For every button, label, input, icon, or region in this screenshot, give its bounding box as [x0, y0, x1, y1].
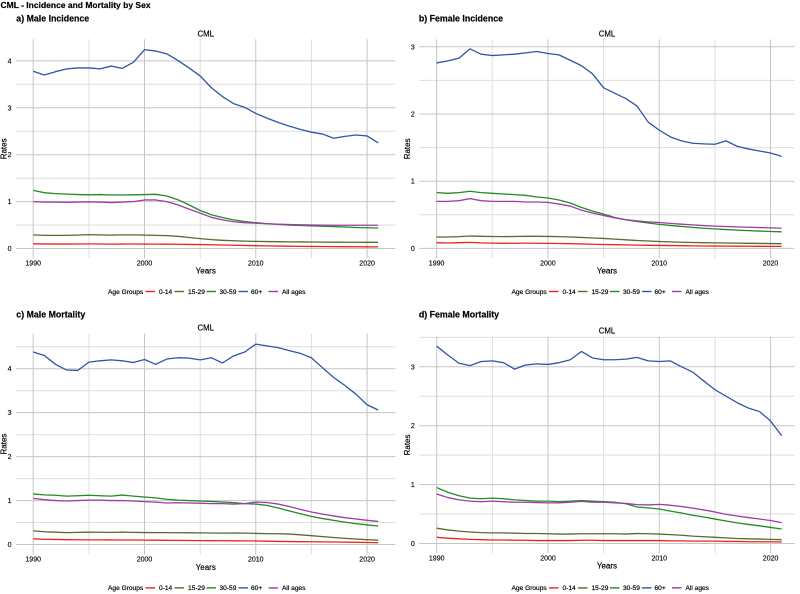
svg-text:Age Groups: Age Groups [512, 585, 548, 592]
svg-text:60+: 60+ [655, 585, 666, 592]
svg-text:1: 1 [8, 199, 12, 206]
svg-text:0: 0 [8, 246, 12, 253]
svg-text:0-14: 0-14 [159, 289, 173, 296]
svg-text:2020: 2020 [763, 260, 779, 267]
svg-text:2000: 2000 [137, 260, 153, 267]
svg-text:CML: CML [198, 29, 215, 38]
svg-text:1990: 1990 [25, 260, 41, 267]
svg-text:0: 0 [411, 541, 415, 548]
svg-text:Age Groups: Age Groups [108, 289, 144, 296]
svg-text:CML: CML [198, 324, 215, 333]
svg-text:2: 2 [8, 152, 12, 159]
svg-text:Years: Years [196, 563, 216, 572]
svg-text:b) Female Incidence: b) Female Incidence [419, 13, 503, 23]
svg-text:0: 0 [8, 542, 12, 549]
svg-text:4: 4 [8, 58, 12, 65]
svg-text:1990: 1990 [429, 260, 445, 267]
svg-text:CML: CML [599, 29, 616, 38]
svg-text:c) Male Mortality: c) Male Mortality [16, 309, 85, 319]
svg-text:2000: 2000 [540, 260, 556, 267]
svg-text:All ages: All ages [282, 585, 306, 592]
svg-text:2020: 2020 [359, 260, 375, 267]
svg-text:1: 1 [411, 482, 415, 489]
svg-text:1: 1 [411, 179, 415, 186]
svg-text:2: 2 [411, 423, 415, 430]
svg-text:2010: 2010 [248, 557, 264, 564]
svg-text:0-14: 0-14 [563, 289, 577, 296]
svg-text:Years: Years [196, 267, 216, 276]
svg-text:30-59: 30-59 [220, 585, 237, 592]
svg-text:Rates: Rates [0, 434, 9, 455]
svg-text:2010: 2010 [651, 260, 667, 267]
svg-text:1990: 1990 [25, 557, 41, 564]
svg-text:1: 1 [8, 498, 12, 505]
svg-text:CML: CML [599, 327, 616, 336]
svg-text:CML - Incidence and Mortality: CML - Incidence and Mortality by Sex [1, 0, 151, 10]
svg-text:30-59: 30-59 [623, 585, 640, 592]
svg-text:2: 2 [411, 112, 415, 119]
svg-text:2020: 2020 [359, 557, 375, 564]
svg-text:All ages: All ages [686, 585, 710, 592]
svg-text:All ages: All ages [686, 289, 710, 296]
svg-text:Age Groups: Age Groups [512, 289, 548, 296]
svg-text:Rates: Rates [403, 434, 412, 455]
svg-text:30-59: 30-59 [623, 289, 640, 296]
svg-text:Years: Years [597, 562, 617, 571]
svg-text:0-14: 0-14 [563, 585, 577, 592]
svg-text:30-59: 30-59 [220, 289, 237, 296]
svg-text:0-14: 0-14 [159, 585, 173, 592]
svg-text:2020: 2020 [763, 555, 779, 562]
svg-text:Rates: Rates [0, 138, 9, 159]
svg-text:Years: Years [597, 267, 617, 276]
svg-text:3: 3 [411, 44, 415, 51]
svg-text:Rates: Rates [403, 138, 412, 159]
svg-text:3: 3 [411, 364, 415, 371]
svg-text:3: 3 [8, 410, 12, 417]
svg-text:2000: 2000 [137, 557, 153, 564]
svg-text:2000: 2000 [540, 555, 556, 562]
svg-text:4: 4 [8, 366, 12, 373]
svg-text:60+: 60+ [251, 289, 262, 296]
svg-text:d) Female Mortality: d) Female Mortality [419, 309, 499, 319]
svg-text:15-29: 15-29 [188, 585, 205, 592]
svg-text:2010: 2010 [248, 260, 264, 267]
svg-text:1990: 1990 [429, 555, 445, 562]
svg-text:2010: 2010 [652, 555, 668, 562]
svg-text:Age Groups: Age Groups [108, 585, 144, 592]
svg-text:15-29: 15-29 [188, 289, 205, 296]
svg-text:a) Male Incidence: a) Male Incidence [16, 13, 89, 23]
svg-text:All ages: All ages [282, 289, 306, 296]
svg-text:60+: 60+ [251, 585, 262, 592]
svg-text:60+: 60+ [655, 289, 666, 296]
svg-text:3: 3 [8, 105, 12, 112]
svg-text:0: 0 [411, 246, 415, 253]
svg-text:15-29: 15-29 [592, 289, 609, 296]
svg-text:2: 2 [8, 454, 12, 461]
svg-text:15-29: 15-29 [592, 585, 609, 592]
